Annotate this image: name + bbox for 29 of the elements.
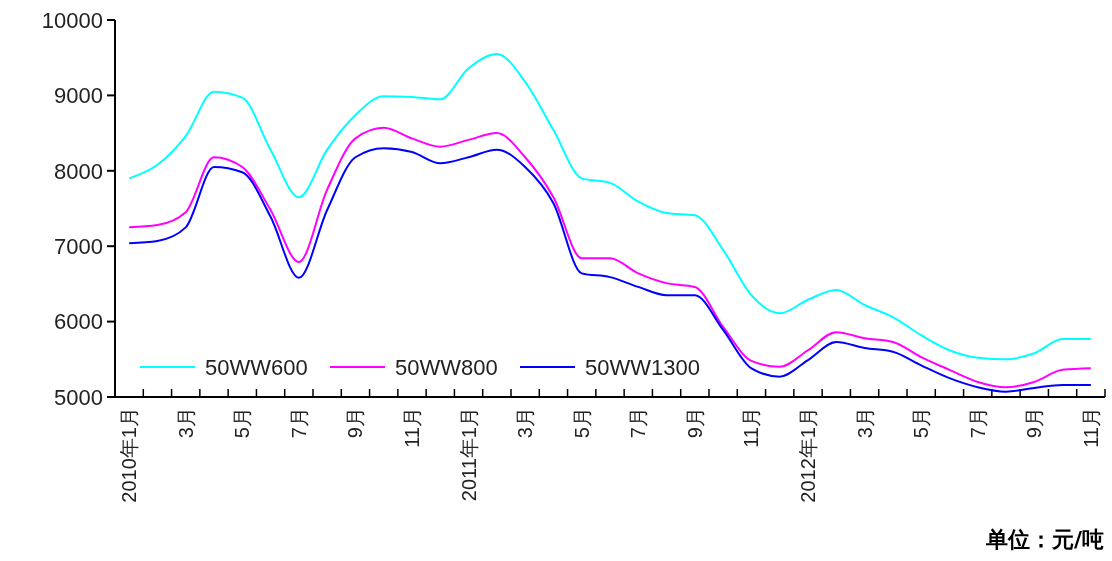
x-tick-label: 3月 bbox=[853, 407, 876, 439]
x-tick-label: 5月 bbox=[231, 407, 254, 439]
y-tick-label: 8000 bbox=[54, 158, 103, 184]
x-tick-label: 11月 bbox=[1079, 407, 1102, 448]
x-tick-label: 9月 bbox=[344, 407, 367, 439]
x-tick-label: 7月 bbox=[627, 407, 650, 439]
x-tick-label: 3月 bbox=[174, 407, 197, 439]
x-tick-label: 2012年1月 bbox=[797, 407, 819, 503]
y-tick-label: 9000 bbox=[54, 83, 103, 109]
legend-label: 50WW1300 bbox=[585, 354, 700, 380]
line-series bbox=[128, 52, 1092, 361]
text: 单位：元/吨 bbox=[984, 527, 1104, 552]
y-tick-label: 10000 bbox=[41, 7, 103, 33]
x-tick-label: 9月 bbox=[683, 407, 706, 439]
legend-label: 50WW800 bbox=[395, 354, 498, 380]
x-tick-label: 11月 bbox=[401, 407, 423, 448]
y-tick-label: 5000 bbox=[54, 384, 103, 410]
x-tick-label: 5月 bbox=[910, 407, 933, 439]
y-tick-label: 6000 bbox=[54, 309, 103, 335]
x-tick-label: 7月 bbox=[287, 407, 310, 439]
x-tick-label: 11月 bbox=[740, 407, 763, 448]
x-tick-label: 2010年1月 bbox=[118, 407, 141, 503]
x-tick-label: 9月 bbox=[1023, 407, 1046, 439]
x-tick-label: 3月 bbox=[514, 407, 537, 439]
legend-label: 50WW600 bbox=[205, 354, 308, 380]
x-tick-label: 7月 bbox=[966, 407, 989, 439]
x-tick-label: 5月 bbox=[570, 407, 593, 439]
x-tick-label: 2011年1月 bbox=[457, 407, 480, 502]
y-tick-label: 7000 bbox=[54, 233, 103, 259]
